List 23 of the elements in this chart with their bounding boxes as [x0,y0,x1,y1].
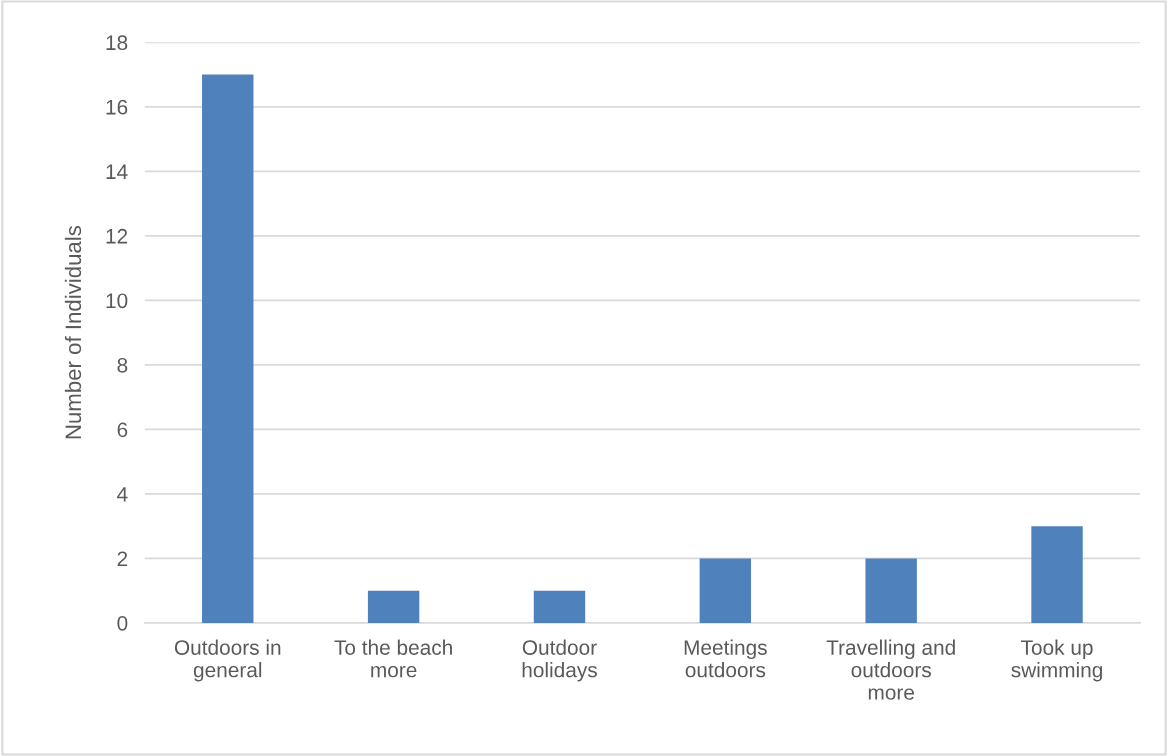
y-tick-label: 12 [106,228,128,244]
y-tick-label: 0 [117,615,128,631]
bar [367,590,420,623]
bar [1031,526,1083,623]
y-tick-label: 6 [117,422,128,438]
bar [699,558,752,623]
y-tick-label: 10 [106,293,128,309]
y-tick-label: 2 [117,551,128,566]
x-tick-label: Outdoors in general [174,639,281,682]
y-tick-label: 16 [106,99,128,115]
x-tick-label: Outdoor holidays [522,639,597,682]
bar [202,74,254,623]
x-tick-label: Travelling and outdoors more [826,639,955,700]
y-axis-title: Number of Individuals [64,225,82,439]
y-tick-label: 18 [106,35,128,51]
x-tick-label: Meetings outdoors [684,639,767,678]
x-tick-label: To the beach more [334,639,452,678]
y-tick-label: 8 [117,357,128,373]
bar [533,590,586,623]
y-tick-label: 4 [117,487,128,502]
x-tick-label: Took up swimming [1011,639,1102,682]
bar [865,558,917,623]
y-tick-label: 14 [106,164,128,179]
